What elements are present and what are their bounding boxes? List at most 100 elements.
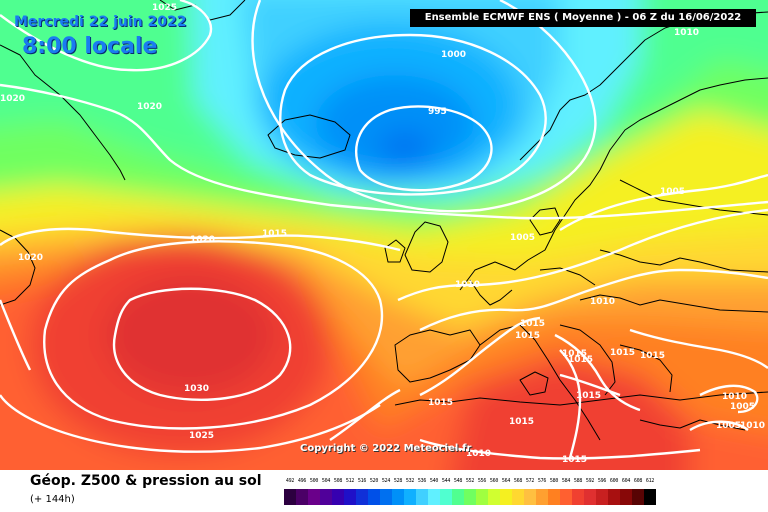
legend-value: 540	[429, 478, 439, 484]
legend-swatch	[404, 489, 416, 505]
isobar-label: 1010	[674, 28, 699, 38]
isobar-label: 995	[428, 107, 447, 117]
legend-value: 508	[333, 478, 343, 484]
legend-swatch	[392, 489, 404, 505]
legend-value: 528	[393, 478, 403, 484]
isobar-label: 1015	[262, 229, 287, 239]
legend-swatch	[608, 489, 620, 505]
legend-value: 580	[549, 478, 559, 484]
isobar-label: 1015	[562, 455, 587, 465]
legend-value: 516	[357, 478, 367, 484]
isobar-label: 1015	[610, 348, 635, 358]
isobar-label: 1015	[520, 319, 545, 329]
legend-value: 536	[417, 478, 427, 484]
isobar-label: 1025	[152, 3, 177, 13]
isobar-label: 1015	[428, 398, 453, 408]
legend-value: 600	[609, 478, 619, 484]
legend-value: 596	[597, 478, 607, 484]
legend-value: 556	[477, 478, 487, 484]
isobar-label: 1015	[515, 331, 540, 341]
isobar-label: 1000	[441, 50, 466, 60]
isobar-label: 1020	[137, 102, 162, 112]
legend-swatch	[500, 489, 512, 505]
forecast-lead-time: (+ 144h)	[30, 494, 75, 505]
legend-swatch	[476, 489, 488, 505]
legend-value: 572	[525, 478, 535, 484]
legend-value: 548	[453, 478, 463, 484]
legend-value: 500	[309, 478, 319, 484]
legend-labels: 492 496 500 504 508 512 516 520 524 528 532 536 540 5…	[284, 478, 656, 488]
legend-value: 504	[321, 478, 331, 484]
legend-value: 492	[285, 478, 295, 484]
legend-swatch	[452, 489, 464, 505]
isobar-labels: 1025 1020 1020 1000 995 1010 1005 1020 1…	[0, 3, 765, 465]
legend-value: 532	[405, 478, 415, 484]
legend-value: 552	[465, 478, 475, 484]
forecast-time: 8:00 locale	[22, 34, 158, 59]
legend-value: 608	[633, 478, 643, 484]
legend-value: 512	[345, 478, 355, 484]
map-parameter-title: Géop. Z500 & pression au sol	[30, 473, 262, 489]
legend-swatch	[548, 489, 560, 505]
legend-value: 520	[369, 478, 379, 484]
legend-value: 524	[381, 478, 391, 484]
model-info: Ensemble ECMWF ENS ( Moyenne ) - 06 Z du…	[410, 9, 756, 27]
legend-value: 592	[585, 478, 595, 484]
isobar-label: 1025	[189, 431, 214, 441]
isobar-label: 1020	[0, 94, 25, 104]
legend-swatch	[512, 489, 524, 505]
legend-swatch	[428, 489, 440, 505]
isobar-label: 1015	[562, 349, 587, 359]
copyright: Copyright © 2022 Meteociel.fr	[300, 443, 472, 454]
weather-map: 1025 1020 1020 1000 995 1010 1005 1020 1…	[0, 0, 768, 470]
legend-swatch	[440, 489, 452, 505]
legend-swatch	[356, 489, 368, 505]
legend-swatch	[596, 489, 608, 505]
footer: Géop. Z500 & pression au sol (+ 144h) 49…	[0, 470, 768, 512]
legend-value: 612	[645, 478, 655, 484]
legend-value: 604	[621, 478, 631, 484]
isobar-label: 1005	[510, 233, 535, 243]
legend-value: 496	[297, 478, 307, 484]
legend-value: 560	[489, 478, 499, 484]
isobar-label: 1010	[466, 449, 491, 459]
legend-value: 568	[513, 478, 523, 484]
legend-value: 544	[441, 478, 451, 484]
forecast-date: Mercredi 22 juin 2022	[14, 14, 187, 30]
legend-swatch	[560, 489, 572, 505]
isobar-label: 1015	[509, 417, 534, 427]
isobar-label: 1015	[640, 351, 665, 361]
legend-swatch	[644, 489, 656, 505]
map-canvas: 1025 1020 1020 1000 995 1010 1005 1020 1…	[0, 0, 768, 470]
isobar-label: 1010	[590, 297, 615, 307]
coastlines	[0, 0, 768, 441]
legend-swatch	[416, 489, 428, 505]
legend-swatch	[380, 489, 392, 505]
isobar-lines	[0, 0, 768, 458]
isobar-label: 1005	[730, 402, 755, 412]
legend-color-bar	[284, 489, 656, 505]
legend-swatch	[320, 489, 332, 505]
legend-value: 584	[561, 478, 571, 484]
isobar-label: 1010	[740, 421, 765, 431]
legend-swatch	[344, 489, 356, 505]
legend-swatch	[284, 489, 296, 505]
isobar-label: 1015	[576, 391, 601, 401]
isobar-label: 1020	[18, 253, 43, 263]
isobar-label: 1015	[568, 355, 593, 365]
legend-swatch	[620, 489, 632, 505]
legend-swatch	[332, 489, 344, 505]
legend-value: 576	[537, 478, 547, 484]
color-legend: 492 496 500 504 508 512 516 520 524 528 532 536 540 5…	[284, 478, 656, 505]
isobar-label: 1010	[722, 392, 747, 402]
legend-swatch	[572, 489, 584, 505]
isobar-label: 1030	[184, 384, 209, 394]
legend-value: 588	[573, 478, 583, 484]
geopotential-field	[0, 0, 768, 470]
legend-swatch	[488, 489, 500, 505]
isobar-label: 1010	[455, 280, 480, 290]
legend-swatch	[368, 489, 380, 505]
legend-swatch	[524, 489, 536, 505]
isobar-label: 1005	[660, 187, 685, 197]
legend-swatch	[308, 489, 320, 505]
